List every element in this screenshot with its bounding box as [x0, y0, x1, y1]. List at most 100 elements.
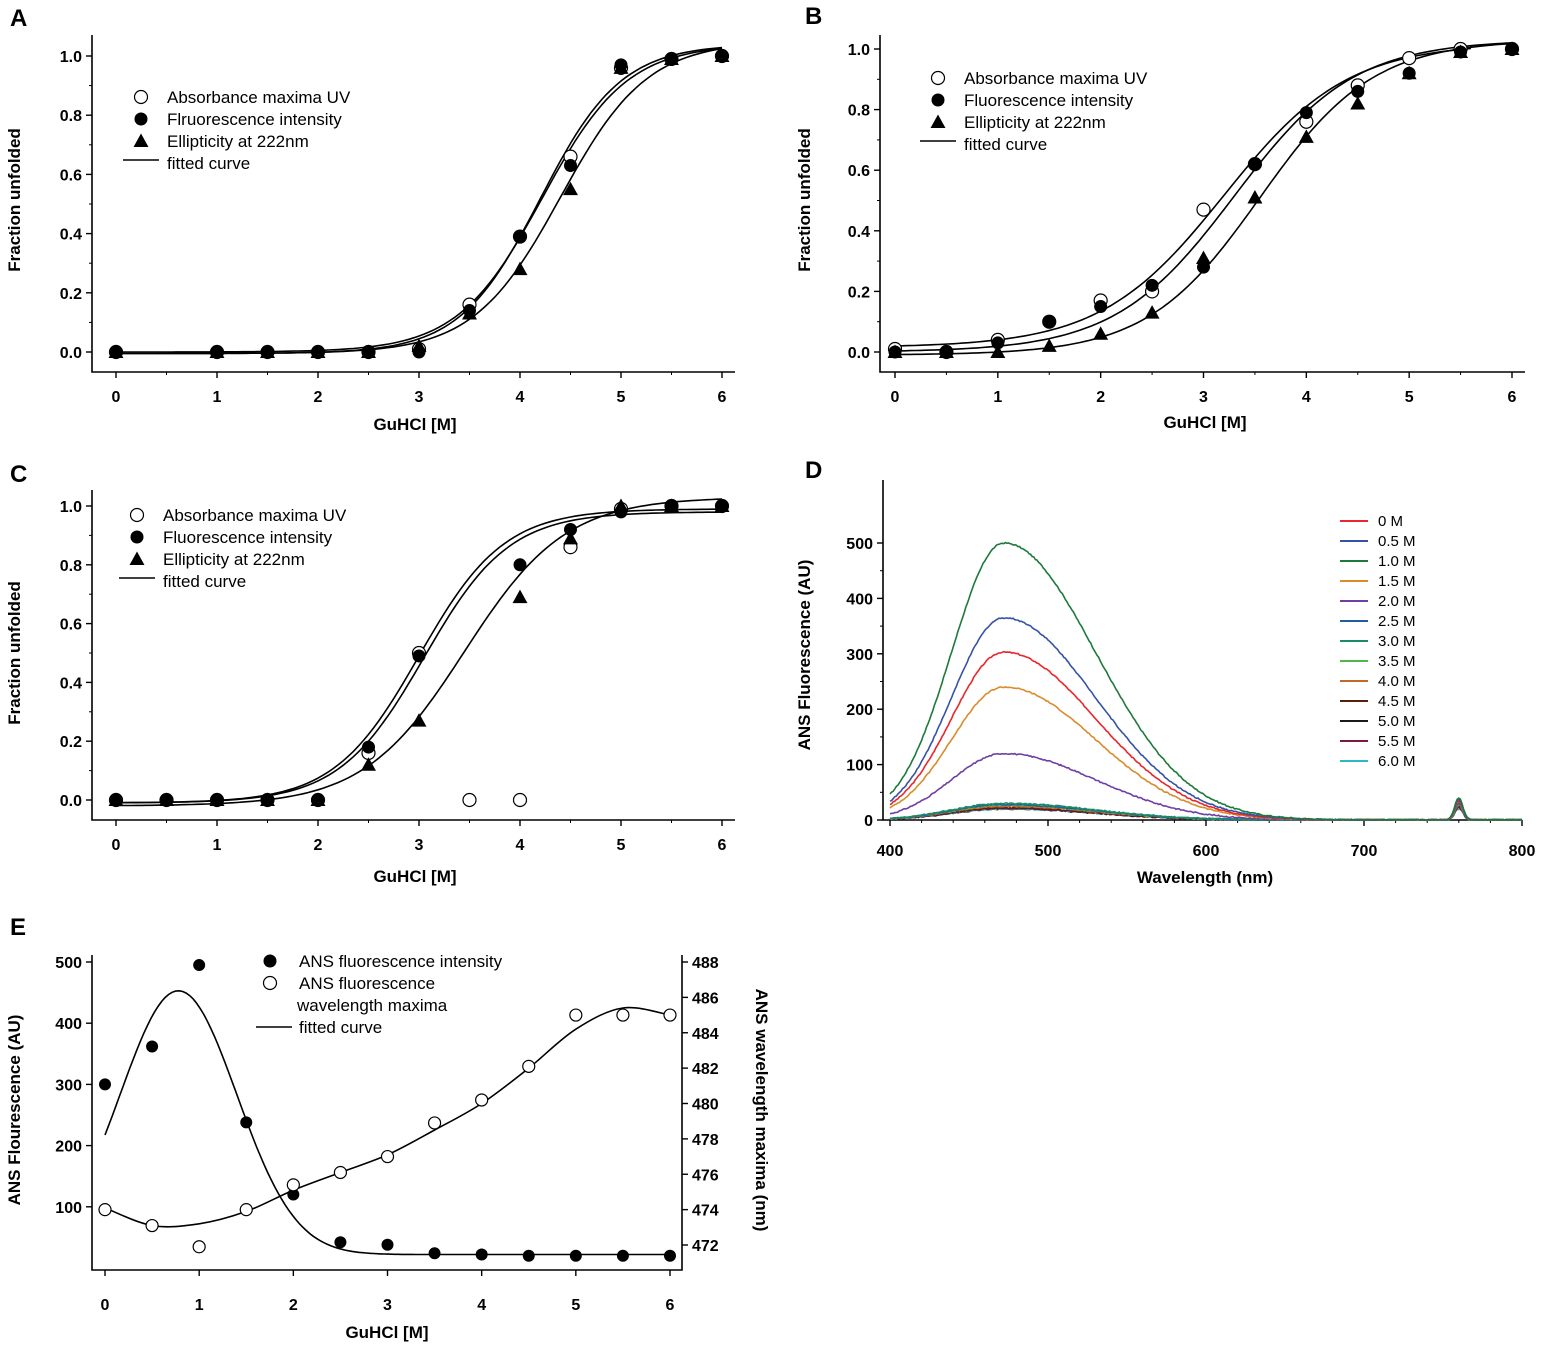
legend-label: 4.5 M — [1378, 693, 1416, 710]
x-tick-label: 2 — [314, 389, 323, 406]
legend-label: Absorbance maxima UV — [163, 506, 347, 525]
legend-label: 0.5 M — [1378, 533, 1416, 550]
data-point — [714, 48, 730, 62]
data-point — [462, 306, 477, 320]
y-tick-label: 400 — [55, 1016, 82, 1033]
spectrum-line — [889, 686, 1523, 821]
legend: Absorbance maxima UV Fluorescence intensi… — [920, 69, 1148, 154]
y-axis-label: Fraction unfolded — [5, 581, 24, 725]
data-point — [569, 1008, 583, 1022]
data-point — [260, 344, 275, 358]
legend-label: 3.5 M — [1378, 653, 1416, 670]
data-point — [98, 1203, 112, 1217]
x-tick-label: 3 — [383, 1297, 392, 1314]
legend-label: 1.0 M — [1378, 553, 1416, 570]
x-tick-label: 500 — [1035, 843, 1062, 860]
data-point — [475, 1248, 488, 1261]
data-point — [1299, 106, 1313, 120]
x-tick-label: 6 — [718, 837, 727, 854]
legend-label: Absorbance maxima UV — [964, 69, 1148, 88]
y-right-tick-label: 482 — [692, 1061, 719, 1078]
x-tick-label: 0 — [112, 389, 121, 406]
y-tick-label: 0.6 — [60, 167, 82, 184]
legend: 0 M 0.5 M 1.0 M 1.5 M 2.0 M 2.5 M 3.0 M 3.5 M 4.… — [1340, 513, 1416, 770]
y-tick-label: 0.4 — [60, 675, 82, 692]
legend-marker — [263, 954, 277, 968]
data-point — [714, 498, 730, 512]
data-point — [1504, 41, 1520, 55]
data-point — [616, 1008, 630, 1022]
axis-frame — [879, 35, 1525, 373]
data-point — [1351, 84, 1365, 98]
data-point — [362, 740, 375, 754]
data-point — [209, 792, 225, 806]
x-tick-label: 3 — [1199, 389, 1208, 406]
y-axis-label: Fraction unfolded — [795, 128, 814, 272]
data-point — [239, 1203, 253, 1217]
axis-frame — [882, 480, 1522, 821]
x-axis-label: GuHCl [M] — [1163, 413, 1246, 432]
y-tick-label: 500 — [846, 536, 873, 553]
data-point — [411, 713, 427, 727]
data-point — [334, 1236, 347, 1249]
y-tick-label: 0.6 — [848, 163, 870, 180]
spectrum-line — [889, 650, 1523, 821]
spectrum-line — [889, 617, 1522, 821]
legend-marker — [134, 112, 148, 126]
data-point — [192, 1240, 206, 1254]
data-point — [381, 1238, 394, 1251]
data-point — [664, 1249, 676, 1262]
legend-label: 5.0 M — [1378, 713, 1416, 730]
data-point — [159, 792, 174, 806]
y-tick-label: 1.0 — [848, 42, 870, 59]
x-axis-label: Wavelength (nm) — [1137, 868, 1273, 887]
y-tick-label: 0.8 — [60, 558, 82, 575]
data-point — [564, 523, 577, 537]
x-tick-label: 2 — [314, 837, 323, 854]
legend-label: 0 M — [1378, 513, 1403, 530]
x-tick-label: 6 — [718, 389, 727, 406]
legend-label: 3.0 M — [1378, 633, 1416, 650]
legend-label: 1.5 M — [1378, 573, 1416, 590]
x-tick-label: 2 — [289, 1297, 298, 1314]
data-point — [512, 261, 528, 276]
data-point — [260, 792, 275, 806]
panel-label: B — [805, 3, 822, 30]
y-right-tick-label: 476 — [692, 1167, 719, 1184]
legend-label: ANS fluorescence — [299, 974, 435, 993]
data-point — [108, 344, 124, 358]
x-tick-label: 5 — [617, 389, 626, 406]
data-point — [240, 1116, 253, 1129]
fitted-curve — [104, 989, 670, 1256]
x-tick-label: 6 — [1508, 389, 1517, 406]
data-point — [1401, 65, 1417, 80]
x-tick-label: 4 — [1302, 389, 1311, 406]
legend-marker — [129, 507, 145, 523]
y-tick-label: 100 — [55, 1200, 82, 1217]
y-tick-label: 0.0 — [848, 345, 870, 362]
y-right-tick-label: 488 — [692, 955, 719, 972]
data-point — [1196, 202, 1211, 217]
data-point — [1402, 50, 1417, 66]
y-tick-label: 100 — [846, 758, 873, 775]
data-point — [991, 336, 1005, 350]
legend-label: Fluorescence intensity — [964, 91, 1134, 110]
x-tick-label: 0 — [891, 389, 900, 406]
legend-marker — [133, 89, 149, 105]
legend-label: 5.5 M — [1378, 733, 1416, 750]
y-tick-label: 1.0 — [60, 499, 82, 516]
legend-label: Fluorescence intensity — [163, 528, 333, 547]
data-point — [512, 589, 528, 604]
legend-marker — [133, 133, 149, 147]
data-point — [1298, 129, 1314, 143]
data-point — [108, 792, 124, 806]
x-tick-label: 4 — [516, 837, 525, 854]
x-tick-label: 0 — [101, 1297, 110, 1314]
y-tick-label: 500 — [55, 955, 82, 972]
data-point — [1145, 278, 1159, 292]
y-right-tick-label: 474 — [692, 1203, 719, 1220]
y-tick-label: 300 — [846, 647, 873, 664]
x-tick-label: 4 — [477, 1297, 486, 1314]
legend-marker — [930, 70, 946, 86]
x-tick-label: 0 — [112, 837, 121, 854]
